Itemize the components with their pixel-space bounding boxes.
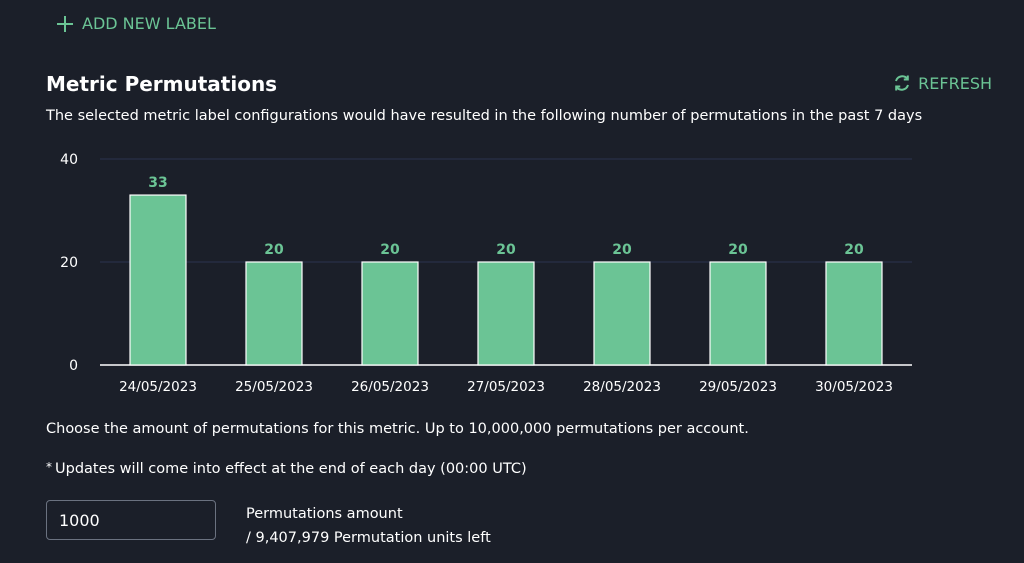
add-new-label-text: ADD NEW LABEL <box>82 14 216 33</box>
permutations-help-text: Choose the amount of permutations for th… <box>46 421 749 437</box>
bar-data-label: 20 <box>844 242 864 258</box>
note-text: Updates will come into effect at the end… <box>55 461 527 477</box>
bar-data-label: 20 <box>496 242 516 258</box>
x-tick-label: 27/05/2023 <box>467 379 545 395</box>
bar <box>477 261 535 366</box>
refresh-label: REFRESH <box>918 73 992 93</box>
bar <box>129 194 187 366</box>
page-title: Metric Permutations <box>46 72 278 96</box>
section-subtitle: The selected metric label configurations… <box>46 108 923 124</box>
x-tick-label: 24/05/2023 <box>119 379 197 395</box>
x-tick-label: 25/05/2023 <box>235 379 313 395</box>
amount-label: Permutations amount <box>246 506 403 522</box>
bar <box>245 261 303 366</box>
bar-data-label: 20 <box>612 242 632 258</box>
bar <box>709 261 767 366</box>
y-tick-label: 40 <box>60 152 78 168</box>
update-note: * Updates will come into effect at the en… <box>46 460 527 477</box>
permutations-bar-chart: 0 20 40 33 24/05/2023 20 25/05/2023 20 26/05/202… <box>60 152 912 395</box>
x-tick-label: 26/05/2023 <box>351 379 429 395</box>
units-left: / 9,407,979 Permutation units left <box>246 530 491 546</box>
permutations-amount-input[interactable] <box>46 500 216 540</box>
bar <box>593 261 651 366</box>
x-tick-label: 29/05/2023 <box>699 379 777 395</box>
bar <box>361 261 419 366</box>
x-tick-label: 30/05/2023 <box>815 379 893 395</box>
add-new-label-button[interactable]: ADD NEW LABEL <box>56 14 216 33</box>
amount-caption: Permutations amount / 9,407,979 Permutat… <box>246 502 491 550</box>
note-asterisk: * <box>46 460 52 474</box>
bar-data-label: 20 <box>380 242 400 258</box>
bar-data-label: 33 <box>148 175 167 191</box>
bar-data-label: 20 <box>264 242 284 258</box>
bar <box>825 261 883 366</box>
refresh-button[interactable]: REFRESH <box>892 73 992 93</box>
refresh-icon <box>895 75 910 91</box>
plus-icon <box>57 15 73 32</box>
y-tick-label: 0 <box>69 358 78 374</box>
y-tick-label: 20 <box>60 255 78 271</box>
x-tick-label: 28/05/2023 <box>583 379 661 395</box>
bar-data-label: 20 <box>728 242 748 258</box>
